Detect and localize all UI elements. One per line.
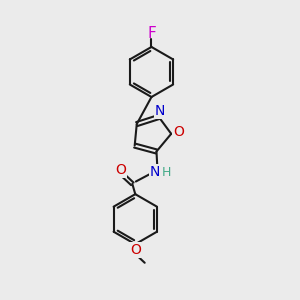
Text: H: H <box>162 166 172 178</box>
Text: O: O <box>115 163 126 177</box>
Text: F: F <box>147 26 156 41</box>
Text: O: O <box>173 125 184 139</box>
Text: N: N <box>149 165 160 179</box>
Text: O: O <box>130 243 141 257</box>
Text: N: N <box>154 104 165 118</box>
